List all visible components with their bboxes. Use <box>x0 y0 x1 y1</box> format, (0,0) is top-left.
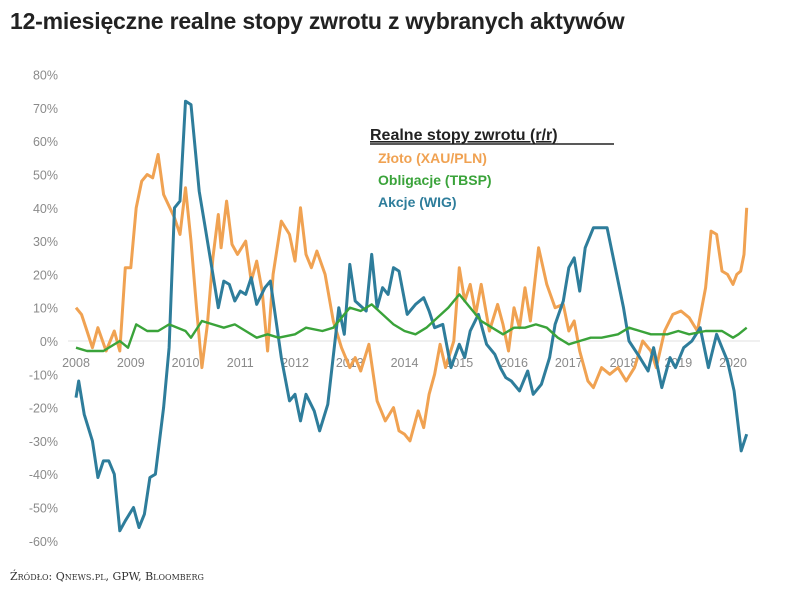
x-tick-label: 2018 <box>610 356 638 370</box>
y-tick-label: 60% <box>33 135 58 149</box>
legend-item-gold: Złoto (XAU/PLN) <box>378 150 487 166</box>
series-line-gold <box>74 153 749 443</box>
series-line-stocks <box>74 99 749 533</box>
y-tick-label: 10% <box>33 302 58 316</box>
y-tick-label: -50% <box>29 502 58 516</box>
y-tick-label: 50% <box>33 169 58 183</box>
legend-item-stocks: Akcje (WIG) <box>378 194 457 210</box>
x-tick-label: 2012 <box>281 356 309 370</box>
legend-item-bonds: Obligacje (TBSP) <box>378 172 492 188</box>
y-tick-label: 20% <box>33 268 58 282</box>
y-tick-label: -20% <box>29 402 58 416</box>
x-tick-label: 2016 <box>500 356 528 370</box>
x-tick-label: 2020 <box>719 356 747 370</box>
chart-title: 12-miesięczne realne stopy zwrotu z wybr… <box>10 8 625 34</box>
y-tick-label: 80% <box>33 69 58 83</box>
y-tick-label: 0% <box>40 335 58 349</box>
x-tick-label: 2011 <box>227 356 254 370</box>
y-tick-label: -30% <box>29 435 58 449</box>
y-tick-label: -60% <box>29 535 58 549</box>
x-tick-label: 2014 <box>391 356 419 370</box>
y-tick-label: 40% <box>33 202 58 216</box>
x-tick-label: 2010 <box>172 356 200 370</box>
y-tick-label: 30% <box>33 235 58 249</box>
source-note: Źródło: Qnews.pl, GPW, Bloomberg <box>10 570 204 583</box>
x-tick-label: 2009 <box>117 356 145 370</box>
series-line-bonds <box>75 293 748 353</box>
y-tick-label: -10% <box>29 368 58 382</box>
y-tick-label: -40% <box>29 468 58 482</box>
legend-title: Realne stopy zwrotu (r/r) <box>370 127 558 144</box>
y-tick-label: 70% <box>33 102 58 116</box>
x-tick-label: 2017 <box>555 356 583 370</box>
x-tick-label: 2008 <box>62 356 90 370</box>
